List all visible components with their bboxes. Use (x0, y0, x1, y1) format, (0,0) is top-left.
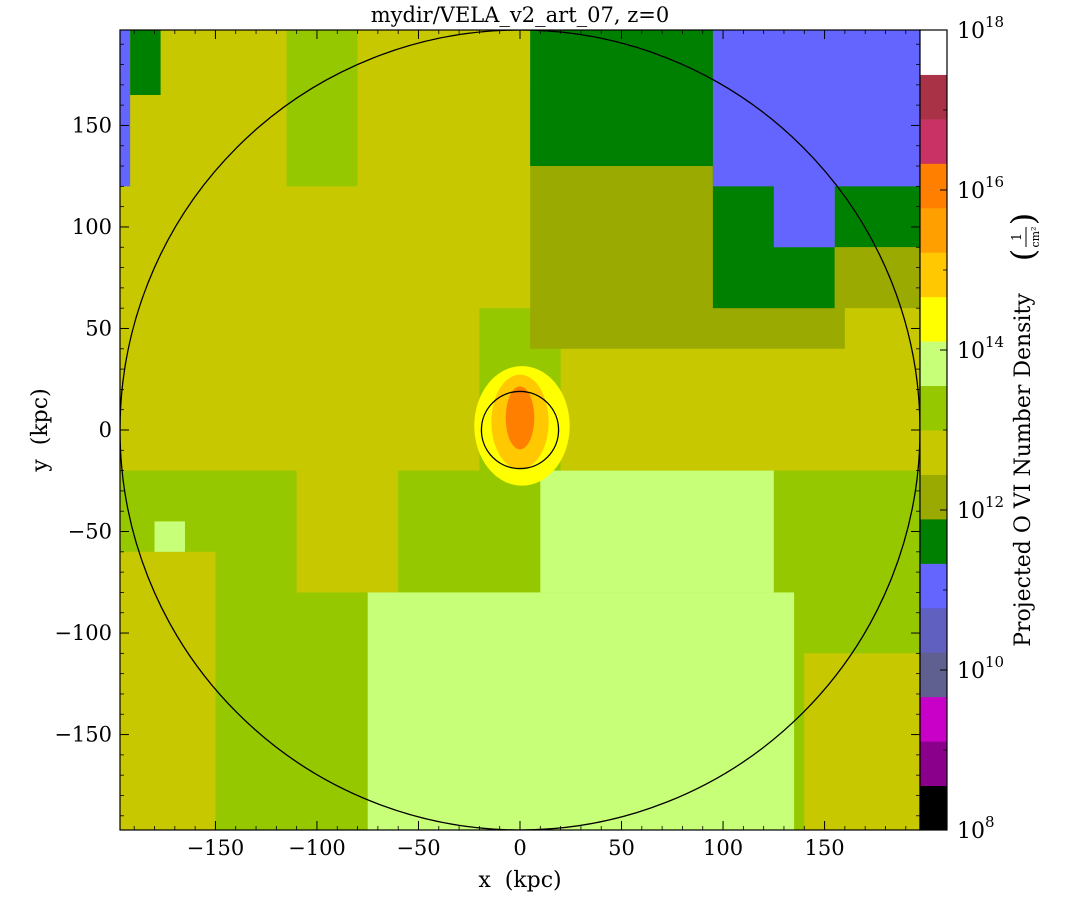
colorbar (920, 30, 947, 831)
density-region (154, 521, 185, 552)
unit-denominator: cm² (1029, 226, 1042, 247)
density-region (834, 247, 920, 309)
x-tick-label: 100 (703, 836, 743, 860)
unit-numerator: 1 (1010, 233, 1025, 241)
colorbar-segment (920, 474, 947, 520)
x-tick-label: −150 (187, 836, 245, 860)
y-axis-ticks: 150 100 50 0 −50 −100 −150 (54, 43, 920, 817)
y-tick-label: 50 (85, 316, 112, 340)
colorbar-segment (920, 785, 947, 831)
y-tick-label: 0 (99, 418, 112, 442)
density-region (120, 30, 131, 187)
colorbar-tick-label: 1012 (957, 493, 1004, 524)
y-tick-label: −100 (54, 621, 112, 645)
y-axis-label: y (kpc) (28, 388, 53, 472)
colorbar-tick-exponent: 8 (985, 813, 995, 831)
colorbar-unit: ( 1 cm² ) (1004, 213, 1042, 261)
y-tick-label: 100 (72, 215, 112, 239)
colorbar-segment (920, 341, 947, 387)
density-region (130, 30, 161, 95)
density-region (286, 30, 358, 187)
chart-title: mydir/VELA_v2_art_07, z=0 (371, 3, 669, 27)
colorbar-tick-exponent: 18 (985, 13, 1004, 31)
density-region (296, 470, 399, 593)
colorbar-segment (920, 30, 947, 75)
colorbar-tick-exponent: 14 (985, 333, 1004, 351)
colorbar-segment (920, 118, 947, 164)
x-tick-label: 50 (608, 836, 635, 860)
density-region (367, 592, 795, 830)
x-tick-label: 0 (513, 836, 526, 860)
x-axis-ticks: −150 −100 −50 0 50 100 150 (133, 30, 907, 860)
density-region (804, 653, 920, 830)
colorbar-segment (920, 563, 947, 609)
colorbar-segment (920, 207, 947, 253)
unit-close-paren: ) (1004, 213, 1042, 225)
y-tick-label: −150 (54, 723, 112, 747)
colorbar-segment (920, 74, 947, 120)
halo-circles (120, 30, 920, 830)
x-tick-label: −100 (288, 836, 346, 860)
colorbar-segment (920, 385, 947, 431)
y-tick-label: 150 (72, 113, 112, 137)
central-galaxy-core (474, 366, 570, 486)
x-axis-label: x (kpc) (478, 868, 561, 893)
inner-radius-circle (480, 390, 560, 470)
density-region (540, 470, 774, 593)
colorbar-segment (920, 607, 947, 653)
colorbar-label-group: Projected O VI Number Density ( 1 cm² ) (1004, 213, 1042, 647)
colorbar-tick-label: 1010 (957, 653, 1004, 684)
density-field (120, 30, 920, 830)
colorbar-segment (920, 518, 947, 564)
colorbar-label: Projected O VI Number Density (1011, 293, 1036, 647)
colorbar-tick-label: 1016 (957, 173, 1004, 204)
colorbar-segment (920, 163, 947, 209)
colorbar-tick-exponent: 16 (985, 173, 1004, 191)
core-peak (505, 386, 535, 450)
density-region (773, 30, 835, 248)
density-region (120, 551, 216, 830)
colorbar-tick-label: 1018 (957, 13, 1004, 44)
colorbar-tick-exponent: 10 (985, 653, 1004, 671)
plot-area (120, 30, 920, 830)
colorbar-segment (920, 296, 947, 342)
colorbar-segment (920, 430, 947, 475)
colorbar-tick-label: 1014 (957, 333, 1004, 364)
colorbar-tick-label: 108 (957, 813, 995, 844)
colorbar-segment (920, 741, 947, 787)
x-tick-label: −50 (396, 836, 440, 860)
colorbar-tick-exponent: 12 (985, 493, 1004, 511)
unit-open-paren: ( (1004, 249, 1042, 261)
y-tick-label: −50 (68, 520, 112, 544)
colorbar-segment (920, 696, 947, 742)
colorbar-segment (920, 652, 947, 698)
colorbar-segment (920, 252, 947, 298)
x-tick-label: 150 (805, 836, 845, 860)
